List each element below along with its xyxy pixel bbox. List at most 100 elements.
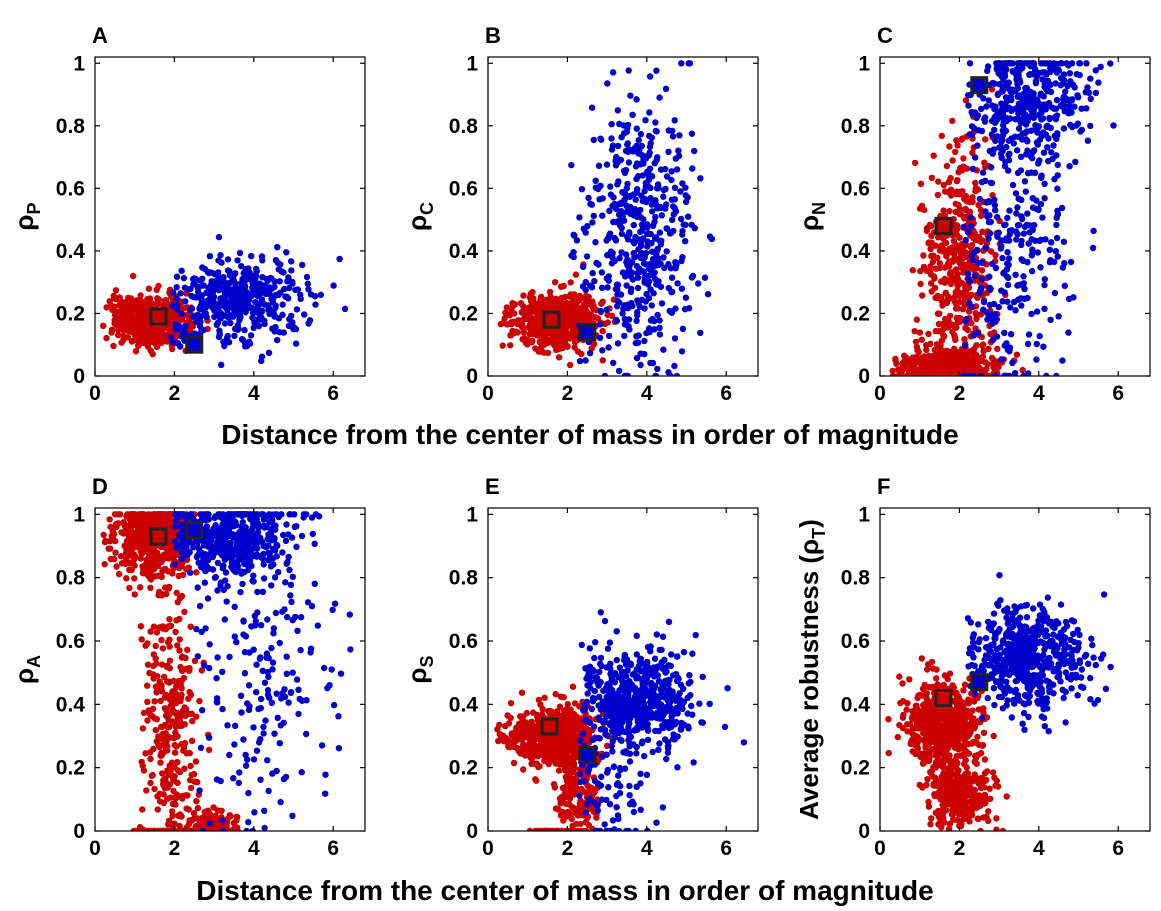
blue-point [1018, 105, 1026, 113]
blue-point [255, 322, 263, 330]
red-point [191, 778, 198, 785]
blue-point [997, 60, 1004, 67]
blue-point [614, 107, 621, 114]
red-point [178, 813, 185, 820]
blue-point [269, 516, 276, 524]
red-point [207, 827, 214, 831]
blue-point [173, 273, 181, 280]
blue-point [1110, 122, 1117, 129]
blue-point [196, 277, 204, 284]
blue-point [701, 274, 709, 281]
blue-point [1038, 60, 1045, 67]
blue-point [583, 253, 591, 260]
red-point [934, 254, 941, 261]
panel-label: C [877, 23, 893, 48]
blue-point [621, 302, 628, 309]
blue-point [249, 309, 257, 317]
blue-point [982, 114, 989, 121]
red-point [526, 330, 533, 338]
red-point [120, 332, 127, 340]
red-point [956, 298, 963, 306]
blue-point [1040, 93, 1048, 100]
blue-point [605, 235, 612, 242]
red-point [912, 338, 920, 345]
red-point [146, 711, 154, 718]
blue-point [282, 293, 289, 300]
red-point [137, 323, 145, 331]
red-point [175, 695, 183, 702]
red-point [149, 771, 156, 779]
red-point [940, 325, 947, 333]
red-point [925, 330, 932, 338]
red-point [979, 237, 986, 244]
blue-point [265, 305, 273, 312]
blue-point [998, 287, 1005, 294]
blue-point [183, 515, 190, 522]
red-point [947, 280, 955, 288]
blue-point [635, 246, 642, 253]
blue-point [625, 316, 633, 323]
red-point [127, 321, 134, 328]
red-point [964, 326, 971, 334]
blue-point [1084, 137, 1092, 144]
blue-point [612, 162, 620, 169]
blue-point [171, 561, 178, 568]
red-point [953, 177, 961, 185]
blue-point [201, 579, 208, 586]
blue-point [246, 340, 254, 347]
red-point [150, 675, 157, 682]
red-point [135, 311, 142, 318]
blue-point [604, 284, 611, 291]
red-point [185, 564, 192, 571]
blue-point [207, 269, 214, 276]
blue-highlight-marker [578, 323, 597, 342]
blue-point [250, 315, 257, 322]
blue-point [668, 288, 676, 295]
red-point [913, 316, 920, 323]
blue-point [655, 255, 662, 262]
blue-point [644, 182, 651, 189]
blue-point [629, 276, 637, 283]
x-tick-label: 4 [248, 382, 260, 405]
red-point [153, 738, 160, 745]
blue-point [1020, 90, 1028, 97]
red-point [194, 804, 202, 812]
blue-point [1070, 294, 1077, 301]
red-point [125, 524, 133, 531]
blue-point [1078, 105, 1085, 112]
blue-point [1061, 282, 1069, 289]
red-point [176, 717, 183, 724]
blue-point [641, 337, 648, 345]
blue-point [616, 120, 623, 128]
blue-point [605, 344, 612, 351]
red-point [140, 530, 147, 537]
blue-point [217, 252, 224, 259]
blue-point [1039, 115, 1047, 122]
blue-point [631, 254, 638, 261]
red-point [982, 163, 989, 171]
blue-point [592, 177, 599, 184]
red-point [178, 722, 185, 730]
blue-point [679, 231, 686, 238]
blue-point [1026, 222, 1034, 229]
blue-point [992, 103, 999, 110]
blue-point [665, 148, 672, 155]
blue-point [214, 281, 221, 289]
blue-point [976, 195, 983, 203]
red-point [911, 328, 918, 335]
red-point [916, 329, 924, 336]
red-point [148, 555, 156, 563]
red-point [555, 354, 563, 361]
blue-point [224, 285, 232, 292]
blue-point [1052, 105, 1060, 112]
blue-point [570, 248, 577, 256]
x-tick-label: 0 [874, 382, 886, 405]
blue-point [635, 300, 642, 307]
red-point [163, 590, 170, 598]
blue-point [173, 284, 180, 291]
blue-point [668, 309, 676, 316]
blue-point [682, 198, 690, 206]
blue-point [258, 353, 266, 360]
blue-point [1041, 69, 1048, 76]
